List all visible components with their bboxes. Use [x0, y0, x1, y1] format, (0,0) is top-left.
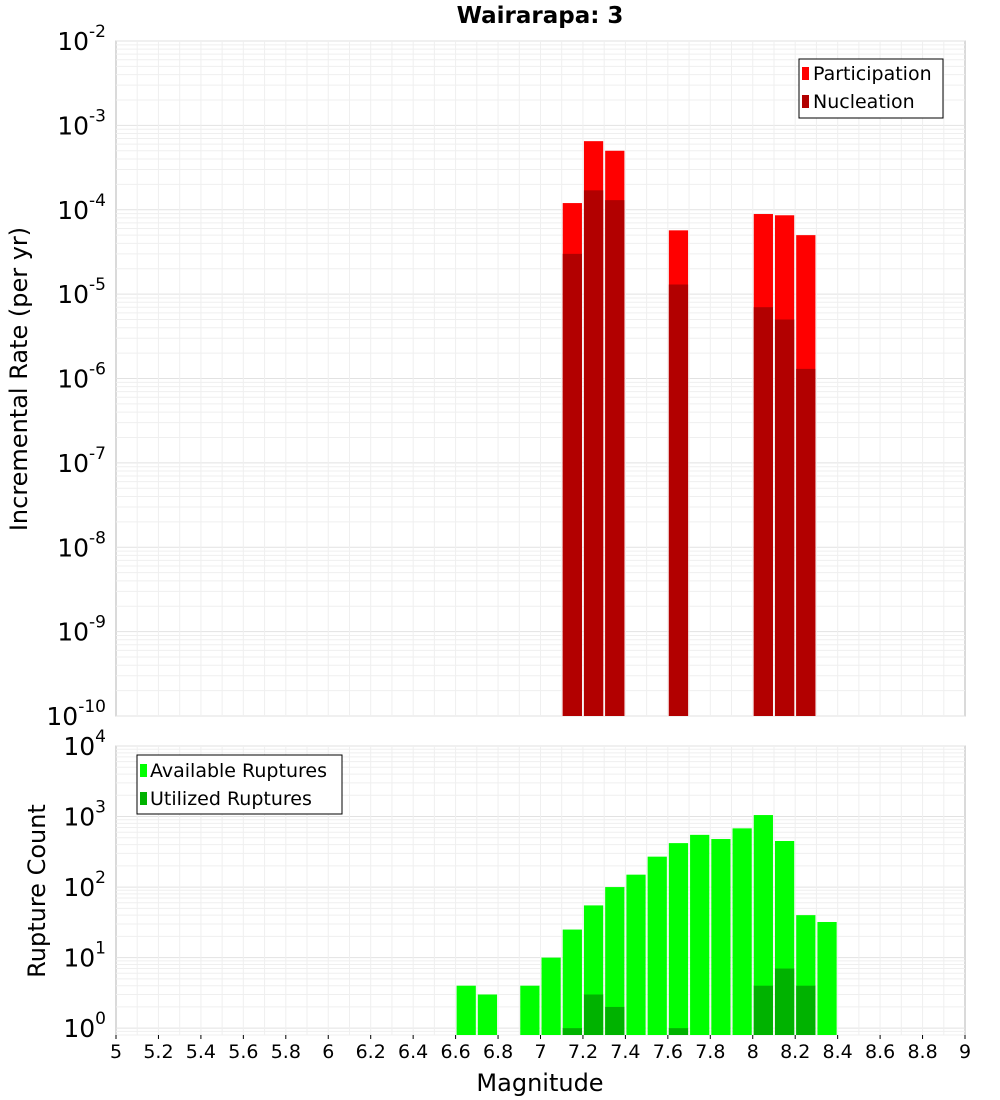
bottom-bar-s1 [732, 828, 752, 1035]
bottom-y-tick-label: 101 [63, 939, 106, 973]
x-tick-label: 8.4 [823, 1041, 853, 1063]
legend-swatch-participation [802, 67, 809, 80]
bottom-y-ticks: 100 101 102 103 104 [63, 727, 106, 1043]
bottom-bar-s1 [753, 815, 773, 1035]
x-tick-label: 6.2 [356, 1041, 386, 1063]
legend-label-available: Available Ruptures [150, 760, 327, 782]
bottom-bar-s2 [583, 994, 604, 1035]
x-ticks: 5 5.2 5.4 5.6 5.8 6 6.2 6.4 6.6 6.8 7 7.2 7.4 7.6 7.8 8… [110, 1035, 971, 1063]
bottom-bar-s2 [562, 1028, 582, 1035]
bottom-bar-s1 [626, 874, 646, 1035]
chart-title: Wairarapa: 3 [457, 3, 624, 29]
top-bar-s2 [562, 253, 582, 716]
legend-label-utilized: Utilized Ruptures [150, 788, 312, 810]
bottom-bar-s1 [711, 839, 731, 1035]
bottom-bar-s1 [456, 985, 476, 1035]
top-bar-s2 [668, 284, 689, 716]
bottom-bar-s1 [562, 929, 582, 1035]
bottom-bar-s2 [796, 985, 816, 1035]
x-axis-label: Magnitude [476, 1069, 603, 1097]
legend-label-participation: Participation [813, 63, 932, 85]
x-tick-label: 5 [110, 1041, 122, 1063]
top-grid [116, 40, 965, 717]
top-y-tick-label: 10-6 [57, 360, 106, 394]
x-tick-label: 7.6 [653, 1041, 683, 1063]
x-tick-label: 5.4 [186, 1041, 216, 1063]
bottom-bar-s2 [605, 1006, 625, 1035]
bottom-bar-s2 [668, 1028, 689, 1035]
x-tick-label: 7.4 [610, 1041, 640, 1063]
bottom-bar-s2 [774, 968, 795, 1035]
top-y-axis-label: Incremental Rate (per yr) [5, 227, 33, 531]
top-y-tick-label: 10-10 [46, 697, 106, 731]
bottom-y-tick-label: 104 [63, 727, 106, 761]
legend-swatch-nucleation [802, 95, 809, 108]
bottom-legend: Available Ruptures Utilized Ruptures [136, 754, 343, 815]
top-y-tick-label: 10-7 [57, 444, 106, 478]
bottom-grid [116, 745, 965, 1036]
x-tick-label: 5.8 [271, 1041, 301, 1063]
top-plot: 10-10 10-9 10-8 10-7 10-6 10-5 10-4 10-3 10-2 In… [5, 22, 966, 731]
legend-swatch-available [140, 764, 147, 777]
bottom-bar-s1 [541, 957, 561, 1035]
bottom-bar-s1 [668, 843, 689, 1035]
x-tick-label: 7.8 [695, 1041, 725, 1063]
bottom-bar-s1 [477, 994, 498, 1035]
x-tick-label: 9 [959, 1041, 971, 1063]
bottom-y-tick-label: 102 [63, 868, 106, 902]
bottom-y-tick-label: 103 [63, 798, 106, 832]
top-y-tick-label: 10-2 [57, 22, 106, 56]
x-tick-label: 6.8 [483, 1041, 513, 1063]
x-tick-label: 6.6 [440, 1041, 470, 1063]
legend-swatch-utilized [140, 792, 147, 805]
top-y-tick-label: 10-8 [57, 528, 106, 562]
bottom-legend-box [136, 754, 343, 815]
x-tick-label: 8.2 [780, 1041, 810, 1063]
top-y-tick-label: 10-4 [57, 191, 106, 225]
top-y-ticks: 10-10 10-9 10-8 10-7 10-6 10-5 10-4 10-3 10-2 [46, 22, 106, 731]
top-bar-s2 [796, 368, 816, 716]
bottom-bar-s2 [753, 985, 773, 1035]
bottom-bars [456, 815, 837, 1035]
bottom-bar-s1 [690, 834, 710, 1035]
top-y-tick-label: 10-5 [57, 275, 106, 309]
x-tick-label: 5.6 [228, 1041, 258, 1063]
bottom-bar-s1 [605, 887, 625, 1035]
top-bar-s2 [774, 319, 795, 716]
legend-label-nucleation: Nucleation [813, 91, 915, 113]
top-legend: Participation Nucleation [798, 58, 944, 119]
bottom-plot: 100 101 102 103 104 5 5.2 5.4 5.6 5.8 6 6.2 6.4 6.6 6… [23, 727, 971, 1097]
top-y-tick-label: 10-3 [57, 106, 106, 140]
x-tick-label: 7 [534, 1041, 546, 1063]
x-tick-label: 8 [747, 1041, 759, 1063]
top-legend-box [798, 58, 944, 119]
x-tick-label: 5.2 [143, 1041, 173, 1063]
x-tick-label: 6.4 [398, 1041, 428, 1063]
x-tick-label: 6 [322, 1041, 334, 1063]
bottom-bar-s1 [520, 985, 540, 1035]
top-bar-s2 [605, 200, 625, 716]
x-tick-label: 7.2 [568, 1041, 598, 1063]
x-tick-label: 8.6 [865, 1041, 895, 1063]
bottom-y-tick-label: 100 [63, 1009, 106, 1043]
top-y-tick-label: 10-9 [57, 613, 106, 647]
bottom-bar-s1 [817, 921, 837, 1035]
top-bar-s2 [753, 307, 773, 716]
top-bar-s2 [583, 190, 604, 716]
bottom-y-axis-label: Rupture Count [23, 804, 51, 978]
top-bars [562, 141, 816, 717]
bottom-bar-s1 [647, 856, 667, 1035]
x-tick-label: 8.8 [907, 1041, 937, 1063]
